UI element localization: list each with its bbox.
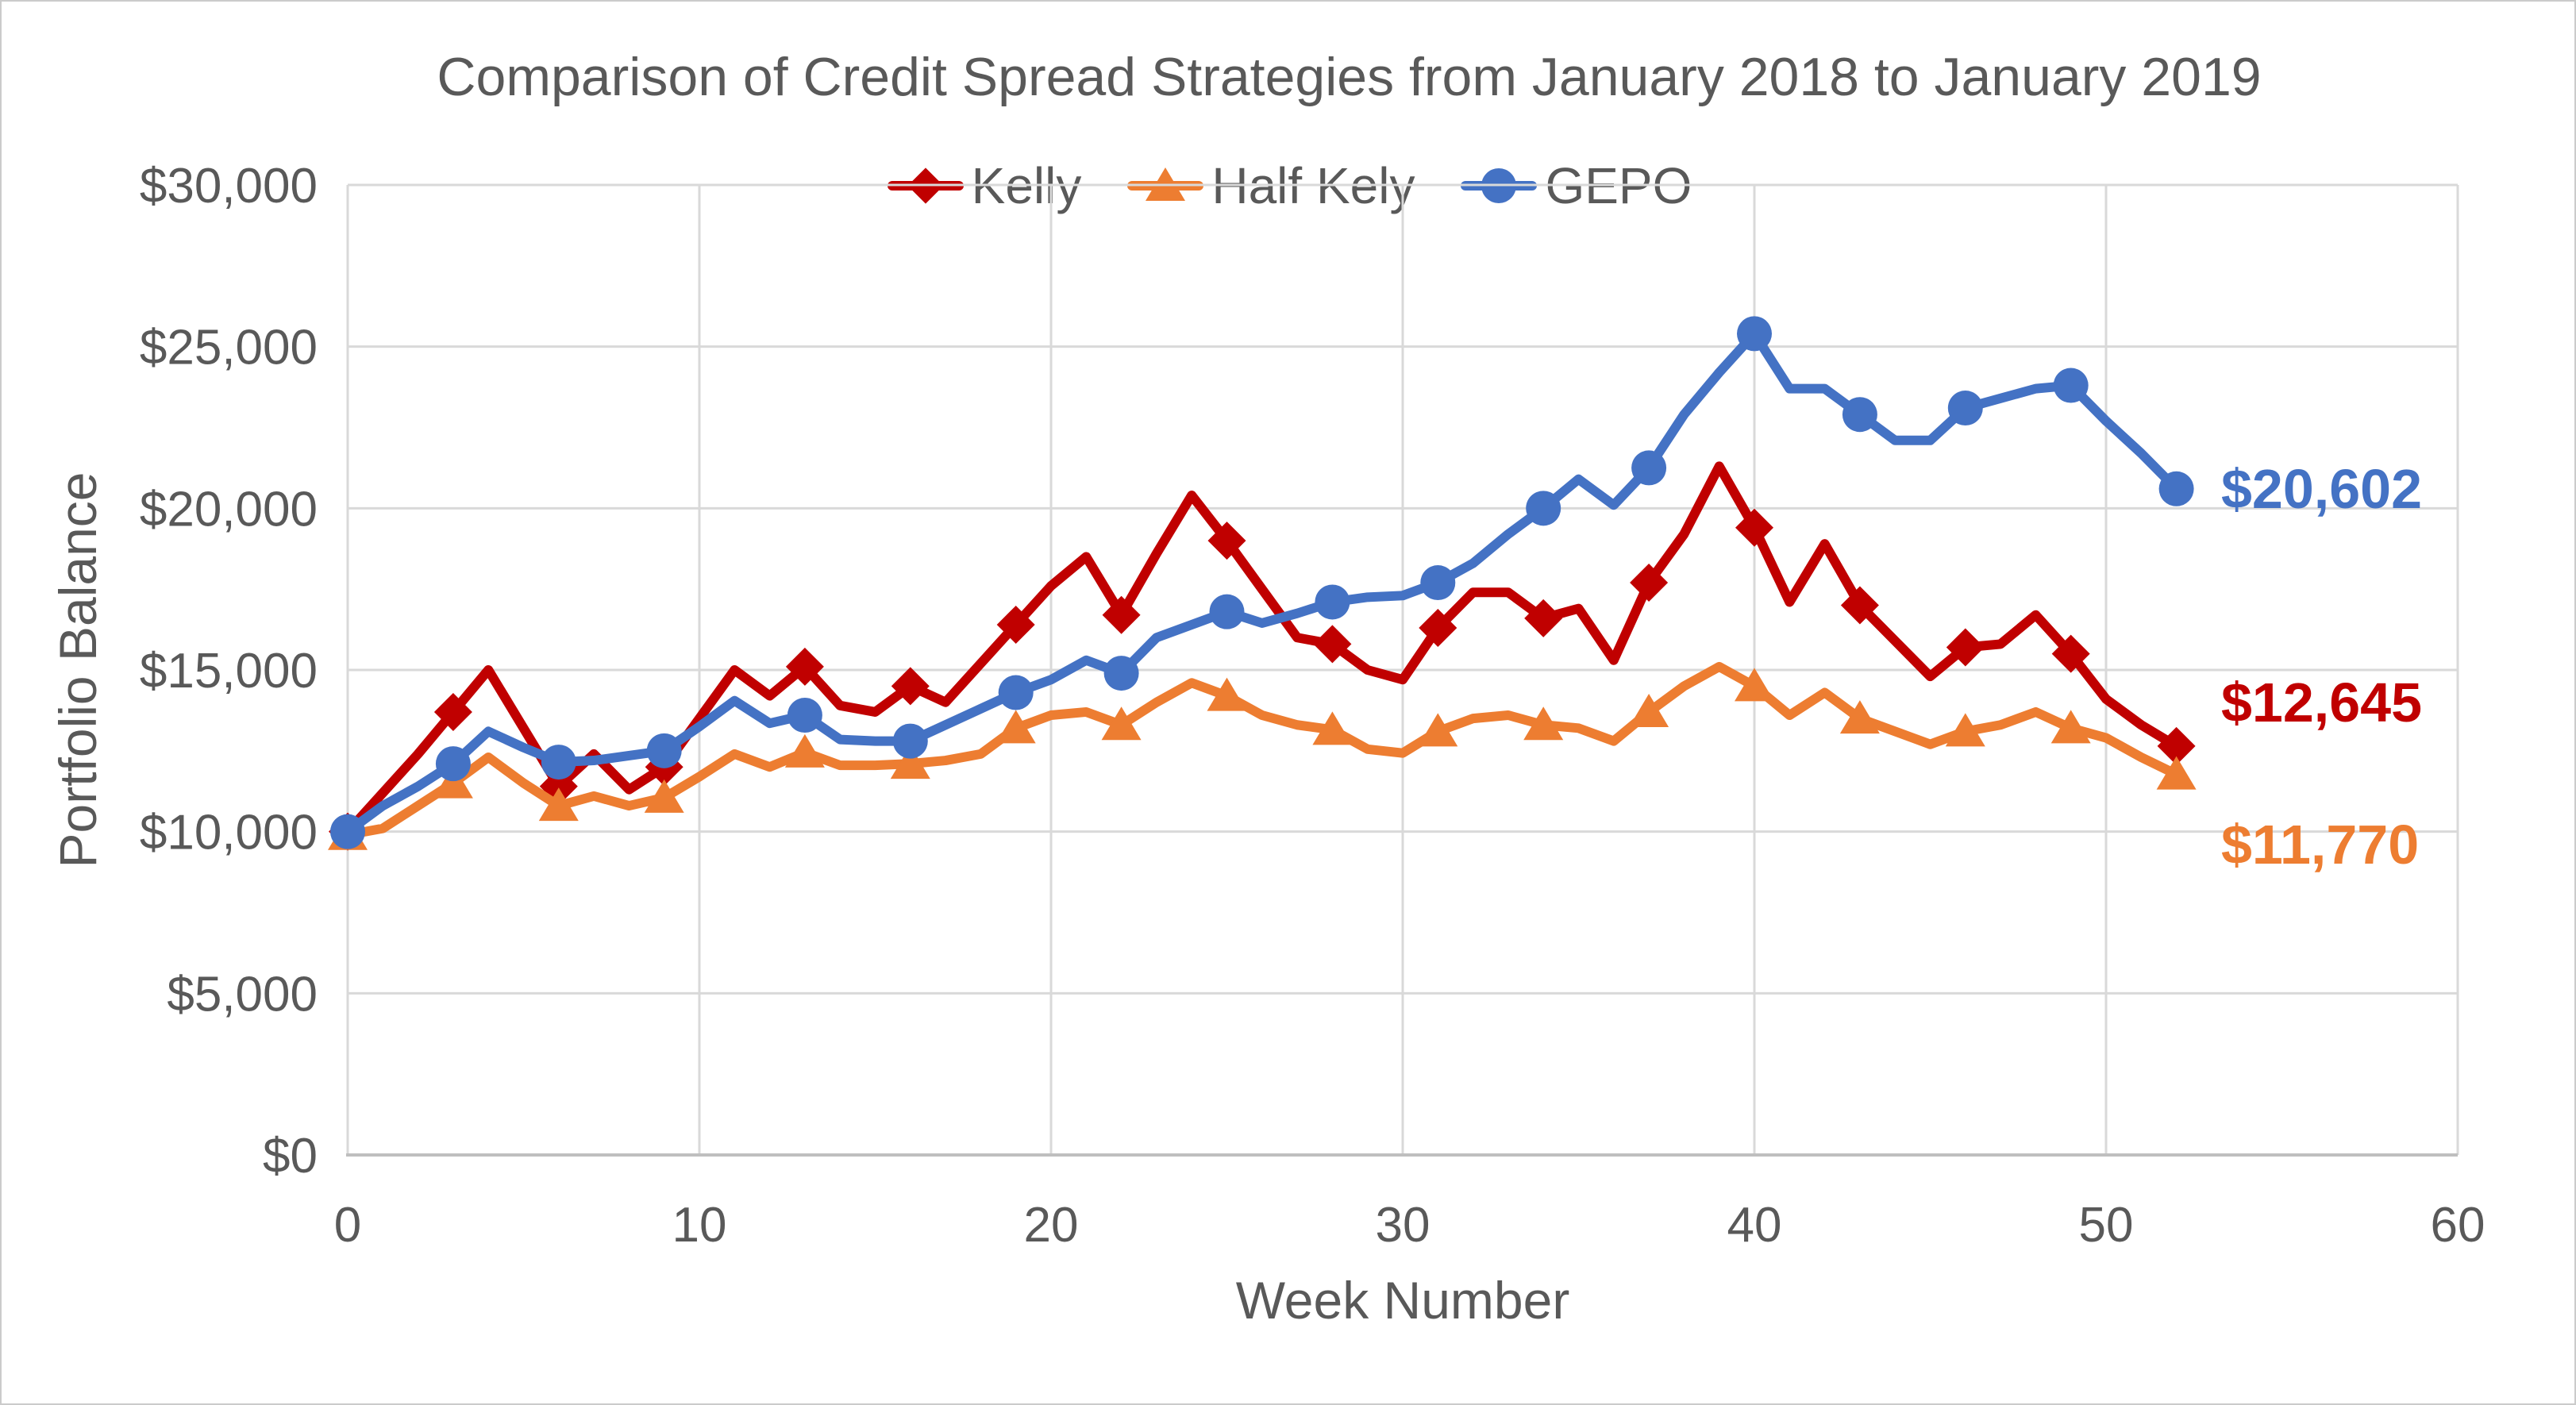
diamond-marker-kelly[interactable]: [1207, 522, 1246, 560]
triangle-marker-half-kely[interactable]: [1839, 700, 1880, 734]
diamond-marker-kelly[interactable]: [2051, 634, 2090, 673]
y-tick-label: $5,000: [167, 967, 318, 1022]
circle-marker-gepo[interactable]: [330, 814, 365, 849]
y-tick-label: $20,000: [140, 482, 318, 537]
triangle-marker-half-kely[interactable]: [2050, 710, 2091, 744]
x-tick-label: 10: [672, 1198, 727, 1253]
diamond-marker-kelly[interactable]: [1946, 628, 1985, 667]
y-tick-label: $15,000: [140, 644, 318, 699]
diamond-marker-kelly[interactable]: [891, 667, 930, 706]
circle-marker-gepo[interactable]: [1209, 594, 1245, 629]
diamond-marker-kelly[interactable]: [1102, 595, 1141, 634]
chart-title: Comparison of Credit Spread Strategies f…: [437, 47, 2262, 107]
circle-marker-gepo[interactable]: [1526, 491, 1561, 526]
circle-marker-gepo[interactable]: [1947, 391, 1983, 426]
diamond-marker-kelly[interactable]: [1840, 586, 1879, 625]
diamond-marker-kelly[interactable]: [785, 647, 824, 686]
y-tick-label: $30,000: [140, 159, 318, 214]
diamond-marker-kelly[interactable]: [1524, 599, 1563, 637]
circle-marker-gepo[interactable]: [892, 723, 928, 759]
series-line-half-kely[interactable]: [343, 661, 2181, 840]
circle-marker-gepo[interactable]: [1737, 316, 1772, 352]
triangle-marker-half-kely[interactable]: [538, 787, 579, 822]
triangle-marker-half-kely[interactable]: [1312, 711, 1353, 745]
y-tick-label: $0: [263, 1129, 318, 1184]
triangle-marker-half-kely[interactable]: [784, 733, 825, 768]
triangle-marker-half-kely[interactable]: [1945, 713, 1985, 747]
y-tick-label: $25,000: [140, 321, 318, 375]
diamond-marker-kelly[interactable]: [1419, 609, 1457, 648]
series-line-kelly[interactable]: [343, 461, 2181, 837]
circle-marker-gepo[interactable]: [1842, 397, 1877, 433]
x-axis-title: Week Number: [1235, 1271, 1570, 1330]
diamond-marker-kelly[interactable]: [1630, 564, 1669, 602]
y-tick-label: $10,000: [140, 806, 318, 860]
circle-marker-gepo[interactable]: [1631, 450, 1667, 486]
circle-marker-gepo[interactable]: [2158, 471, 2194, 506]
triangle-marker-half-kely[interactable]: [995, 710, 1036, 744]
circle-marker-gepo[interactable]: [541, 745, 576, 780]
gepo-end-value-label: $20,602: [2221, 457, 2423, 520]
diamond-marker-kelly[interactable]: [1313, 625, 1352, 664]
triangle-marker-half-kely[interactable]: [1207, 677, 1247, 711]
circle-marker-gepo[interactable]: [435, 746, 471, 782]
circle-marker-gepo[interactable]: [1420, 565, 1456, 601]
x-tick-label: 60: [2431, 1198, 2486, 1253]
triangle-marker-half-kely[interactable]: [433, 764, 473, 799]
diamond-marker-kelly[interactable]: [433, 692, 472, 731]
triangle-marker-half-kely[interactable]: [2156, 756, 2197, 790]
triangle-marker-half-kely[interactable]: [1735, 668, 1774, 702]
triangle-marker-half-kely[interactable]: [1629, 693, 1669, 727]
circle-marker-gepo[interactable]: [1315, 584, 1350, 620]
triangle-marker-half-kely[interactable]: [1523, 706, 1564, 741]
circle-marker-gepo[interactable]: [998, 675, 1034, 710]
diamond-marker-kelly[interactable]: [2157, 726, 2196, 765]
circle-marker-gepo[interactable]: [1103, 656, 1139, 691]
half-kely-end-value-label: $11,770: [2221, 813, 2420, 876]
x-tick-label: 40: [1727, 1198, 1782, 1253]
x-tick-label: 50: [2079, 1198, 2134, 1253]
triangle-marker-half-kely[interactable]: [644, 779, 684, 813]
x-tick-label: 0: [334, 1198, 361, 1253]
triangle-marker-half-kely[interactable]: [1418, 713, 1458, 747]
x-tick-label: 20: [1024, 1198, 1079, 1253]
diamond-marker-kelly[interactable]: [1735, 508, 1773, 547]
triangle-marker-half-kely[interactable]: [1101, 706, 1142, 741]
circle-marker-gepo[interactable]: [787, 698, 822, 733]
triangle-marker-half-kely[interactable]: [890, 745, 930, 779]
circle-marker-gepo[interactable]: [2053, 368, 2089, 403]
diamond-marker-kelly[interactable]: [996, 605, 1035, 644]
kelly-end-value-label: $12,645: [2221, 671, 2423, 733]
x-tick-label: 30: [1376, 1198, 1430, 1253]
circle-marker-gepo[interactable]: [646, 733, 682, 768]
